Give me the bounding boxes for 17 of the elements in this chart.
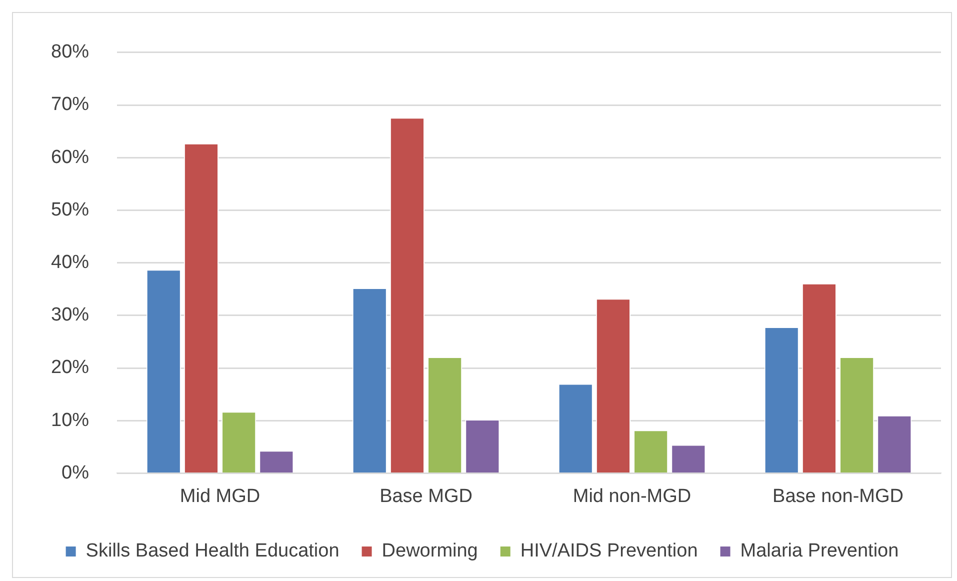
- x-tick-label: Base MGD: [380, 486, 472, 507]
- y-tick-label: 60%: [50, 146, 90, 168]
- y-tick-label: 20%: [50, 357, 90, 378]
- y-tick-label: 40%: [50, 252, 90, 274]
- y-tick-label: 0%: [62, 462, 90, 484]
- legend-label: Skills Based Health Education: [86, 540, 340, 562]
- y-tick-label: 10%: [50, 410, 90, 431]
- x-tick-label: Base non-MGD: [772, 486, 904, 507]
- y-tick-label: 80%: [50, 42, 90, 63]
- y-tick-label: 70%: [50, 94, 90, 116]
- y-tick-label: 50%: [50, 199, 90, 220]
- legend-label: HIV/AIDS Prevention: [520, 540, 698, 562]
- legend-label: Malaria Prevention: [740, 540, 899, 562]
- legend-label: Deworming: [382, 540, 478, 562]
- y-tick-label: 30%: [50, 304, 90, 326]
- x-tick-label: Mid non-MGD: [572, 486, 692, 507]
- x-tick-label: Mid MGD: [180, 486, 260, 507]
